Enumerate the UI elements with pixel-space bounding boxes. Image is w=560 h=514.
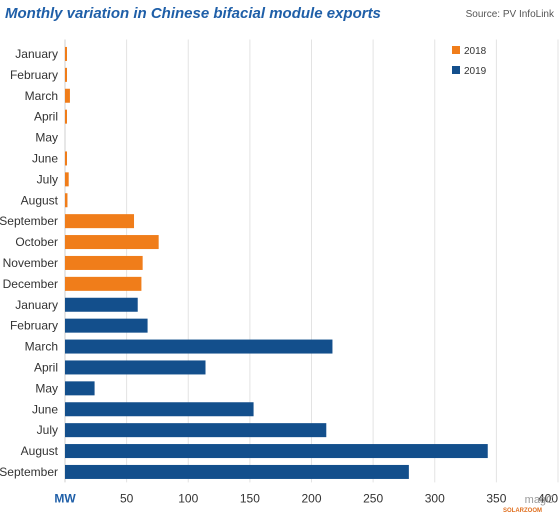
bar: [65, 151, 67, 166]
category-label: February: [10, 319, 58, 333]
category-label: September: [0, 465, 58, 479]
tick-label: 150: [240, 491, 260, 505]
tick-label: 300: [425, 491, 445, 505]
category-label: May: [35, 381, 58, 395]
tick-label: 400: [538, 491, 558, 505]
watermark: magC: [524, 494, 554, 506]
category-labels: January February March April May June July Augu…: [0, 47, 59, 479]
bar: [65, 255, 143, 270]
bar: [65, 464, 409, 479]
x-axis-tick-labels: MW 50 100 150 200 250 300 350 400: [54, 491, 558, 505]
legend-swatch: [452, 66, 460, 74]
bar: [65, 339, 333, 354]
bar: [65, 402, 254, 417]
category-label: February: [10, 68, 58, 82]
category-label: December: [3, 277, 58, 291]
bar: [65, 67, 67, 82]
bar: [65, 46, 67, 61]
legend-label: 2018: [464, 46, 487, 57]
x-axis-unit-label: MW: [54, 491, 76, 505]
category-label: September: [0, 214, 58, 228]
bar: [65, 276, 142, 291]
bar: [65, 423, 327, 438]
legend: 2018 2019: [452, 46, 487, 77]
category-label: October: [15, 235, 58, 249]
category-label: August: [21, 193, 59, 207]
bar: [65, 235, 159, 250]
category-label: May: [35, 131, 58, 145]
tick-label: 200: [301, 491, 321, 505]
bar: [65, 109, 67, 124]
bars: [65, 46, 488, 479]
bar: [65, 172, 69, 187]
category-label: April: [34, 360, 58, 374]
category-label: June: [32, 402, 58, 416]
bar: [65, 88, 70, 103]
tick-label: 250: [363, 491, 383, 505]
category-label: June: [32, 151, 58, 165]
chart-source: Source: PV InfoLink: [465, 9, 554, 20]
watermark-sub: SOLARZOOM: [503, 508, 542, 514]
tick-label: 50: [120, 491, 134, 505]
bar: [65, 297, 138, 312]
bar: [65, 318, 148, 333]
bar: [65, 214, 135, 229]
category-label: March: [25, 89, 58, 103]
bar: [65, 193, 68, 208]
category-label: January: [15, 298, 58, 312]
category-label: November: [3, 256, 58, 270]
category-label: April: [34, 110, 58, 124]
legend-swatch: [452, 46, 460, 54]
legend-label: 2019: [464, 66, 487, 77]
category-label: January: [15, 47, 58, 61]
bar: [65, 360, 206, 375]
tick-label: 350: [486, 491, 506, 505]
category-label: August: [21, 444, 59, 458]
category-label: March: [25, 340, 58, 354]
tick-label: 100: [178, 491, 198, 505]
category-label: July: [37, 172, 58, 186]
bar: [65, 381, 95, 396]
category-label: July: [37, 423, 58, 437]
chart-title: Monthly variation in Chinese bifacial mo…: [5, 5, 381, 22]
bar: [65, 444, 488, 459]
